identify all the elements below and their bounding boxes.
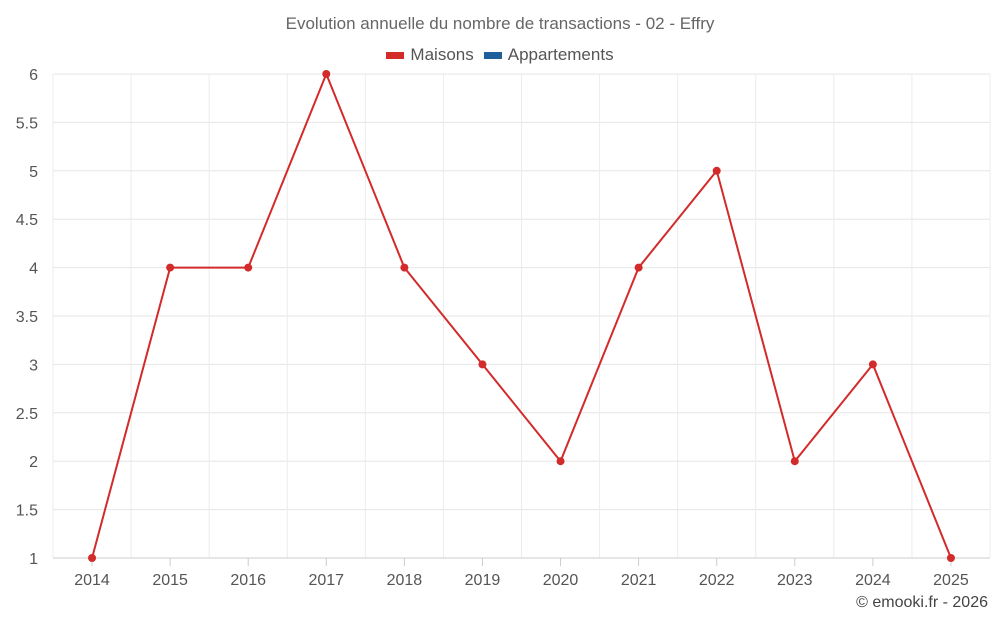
- data-point[interactable]: [88, 554, 97, 562]
- legend-label-appartements: Appartements: [507, 45, 614, 64]
- legend-swatch-maisons: [386, 51, 405, 59]
- x-tick-label: 2021: [621, 572, 657, 589]
- y-tick-label: 2: [29, 454, 38, 471]
- data-point[interactable]: [868, 360, 877, 369]
- data-point[interactable]: [634, 263, 643, 272]
- data-point[interactable]: [400, 263, 409, 272]
- x-tick-label: 2020: [543, 572, 579, 589]
- x-tick-label: 2019: [465, 572, 501, 589]
- data-point[interactable]: [244, 263, 253, 272]
- x-tick-label: 2025: [933, 572, 969, 589]
- data-point[interactable]: [556, 457, 565, 466]
- x-axis: 2014 2015 2016 2017 2018 2019 2020 2021 2022 2023…: [53, 557, 990, 589]
- grid: [52, 73, 991, 559]
- y-tick-label: 3.5: [16, 309, 38, 326]
- y-tick-label: 4: [29, 261, 38, 278]
- data-point[interactable]: [166, 263, 175, 272]
- x-tick-label: 2014: [74, 572, 110, 589]
- y-tick-label: 5: [29, 164, 38, 181]
- y-tick-label: 5.5: [16, 115, 38, 132]
- series-layer: [88, 70, 955, 562]
- series-line-maisons: [91, 73, 952, 559]
- x-tick-label: 2024: [855, 572, 891, 589]
- y-tick-label: 3: [29, 357, 38, 374]
- y-axis: 1 1.5 2 2.5 3 3.5 4 4.5 5 5.5 6: [16, 67, 38, 568]
- data-point[interactable]: [478, 360, 487, 369]
- y-tick-label: 6: [29, 67, 38, 84]
- chart-title: Evolution annuelle du nombre de transact…: [285, 14, 715, 33]
- legend-item-maisons[interactable]: Maisons: [386, 45, 474, 65]
- legend: Maisons Appartements: [0, 45, 1000, 65]
- y-tick-label: 1.5: [16, 503, 38, 520]
- data-point[interactable]: [712, 166, 721, 175]
- x-tick-label: 2022: [699, 572, 735, 589]
- x-tick-label: 2016: [230, 572, 266, 589]
- x-tick-label: 2018: [387, 572, 423, 589]
- data-point[interactable]: [790, 457, 799, 466]
- y-tick-label: 4.5: [16, 212, 38, 229]
- y-tick-label: 1: [29, 551, 38, 568]
- data-point[interactable]: [946, 554, 955, 562]
- y-tick-label: 2.5: [16, 406, 38, 423]
- legend-item-appartements[interactable]: Appartements: [483, 45, 614, 65]
- x-tick-label: 2023: [777, 572, 813, 589]
- legend-label-maisons: Maisons: [410, 45, 474, 64]
- data-point[interactable]: [322, 70, 331, 78]
- legend-swatch-appartements: [483, 51, 502, 59]
- x-tick-label: 2017: [308, 572, 344, 589]
- x-tick-label: 2015: [152, 572, 188, 589]
- credits[interactable]: © emooki.fr - 2026: [856, 594, 988, 611]
